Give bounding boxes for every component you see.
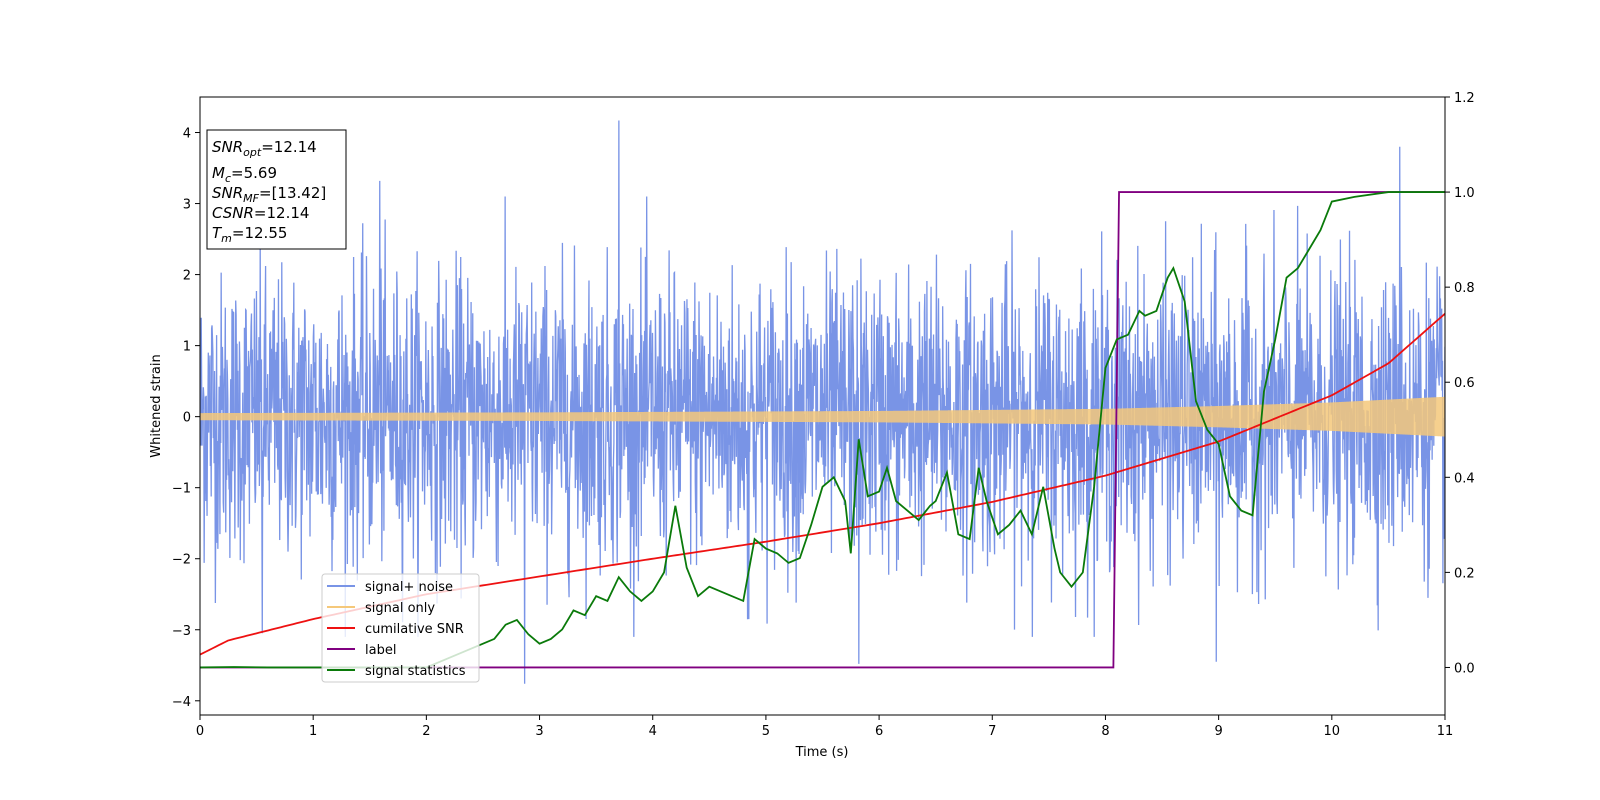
y-tick-label: −4 bbox=[172, 695, 191, 710]
plot-frame bbox=[199, 96, 1446, 716]
y2-ticks: 0.0 0.2 0.4 0.6 0.8 1.0 1.2 bbox=[1445, 91, 1475, 676]
x-tick-label: 5 bbox=[762, 724, 770, 739]
x-tick-label: 4 bbox=[649, 724, 657, 739]
series-signal-only bbox=[200, 396, 1445, 437]
info-line: CSNR=12.14 bbox=[212, 204, 309, 222]
y-tick-label: 1 bbox=[183, 340, 191, 355]
y-tick-label: −1 bbox=[172, 482, 191, 497]
legend-label: signal+ noise bbox=[365, 580, 453, 595]
info-box: SNRopt=12.14 Mc=5.69SNRMF=[13.42]CSNR=12.… bbox=[206, 129, 347, 250]
x-ticks: 0 1 2 3 4 5 6 7 8 9 10 11 bbox=[196, 715, 1453, 739]
y2-tick-label: 0.6 bbox=[1454, 376, 1475, 391]
x-tick-label: 0 bbox=[196, 724, 204, 739]
x-tick-label: 6 bbox=[875, 724, 883, 739]
x-tick-label: 8 bbox=[1101, 724, 1109, 739]
legend-label: cumilative SNR bbox=[365, 622, 464, 637]
y2-tick-label: 0.4 bbox=[1454, 471, 1475, 486]
series-signal-statistics bbox=[200, 191, 1445, 669]
y-ticks: −4 −3 −2 −1 0 1 2 3 4 bbox=[172, 127, 200, 710]
series-signal-noise bbox=[200, 120, 1445, 684]
x-tick-label: 2 bbox=[422, 724, 430, 739]
info-line: Mc=5.69 bbox=[212, 164, 277, 185]
series-label bbox=[200, 191, 1445, 669]
x-axis-label: Time (s) bbox=[795, 745, 849, 760]
y-tick-label: 2 bbox=[183, 269, 191, 284]
line-signal-noise bbox=[200, 120, 1445, 684]
legend-label: label bbox=[365, 643, 396, 658]
y-tick-label: −2 bbox=[172, 553, 191, 568]
y2-tick-label: 1.0 bbox=[1454, 186, 1475, 201]
y-tick-label: 0 bbox=[183, 411, 191, 426]
line-label bbox=[200, 191, 1445, 669]
info-line: SNRopt=12.14 bbox=[212, 138, 317, 159]
y2-tick-label: 0.2 bbox=[1454, 566, 1475, 581]
y-axis-label: Whitened strain bbox=[149, 354, 164, 457]
legend-label: signal statistics bbox=[365, 664, 466, 679]
line-signal-statistics bbox=[200, 191, 1445, 669]
y-tick-label: 4 bbox=[183, 127, 191, 142]
info-box-frame bbox=[206, 129, 347, 250]
x-tick-label: 10 bbox=[1324, 724, 1341, 739]
legend-label: signal only bbox=[365, 601, 435, 616]
legend-frame bbox=[321, 573, 480, 683]
y-tick-label: 3 bbox=[183, 198, 191, 213]
y2-tick-label: 1.2 bbox=[1454, 91, 1475, 106]
y2-tick-label: 0.0 bbox=[1454, 661, 1475, 676]
x-tick-label: 3 bbox=[535, 724, 543, 739]
x-tick-label: 7 bbox=[988, 724, 996, 739]
y2-tick-label: 0.8 bbox=[1454, 281, 1475, 296]
info-line: Tm=12.55 bbox=[212, 224, 287, 245]
info-line: SNRMF=[13.42] bbox=[212, 184, 326, 205]
x-tick-label: 11 bbox=[1437, 724, 1454, 739]
y-tick-label: −3 bbox=[172, 624, 191, 639]
x-tick-label: 1 bbox=[309, 724, 317, 739]
x-tick-label: 9 bbox=[1214, 724, 1222, 739]
line-signal-only bbox=[200, 396, 1445, 437]
legend: signal+ noise signal only cumilative SNR la… bbox=[321, 573, 480, 683]
